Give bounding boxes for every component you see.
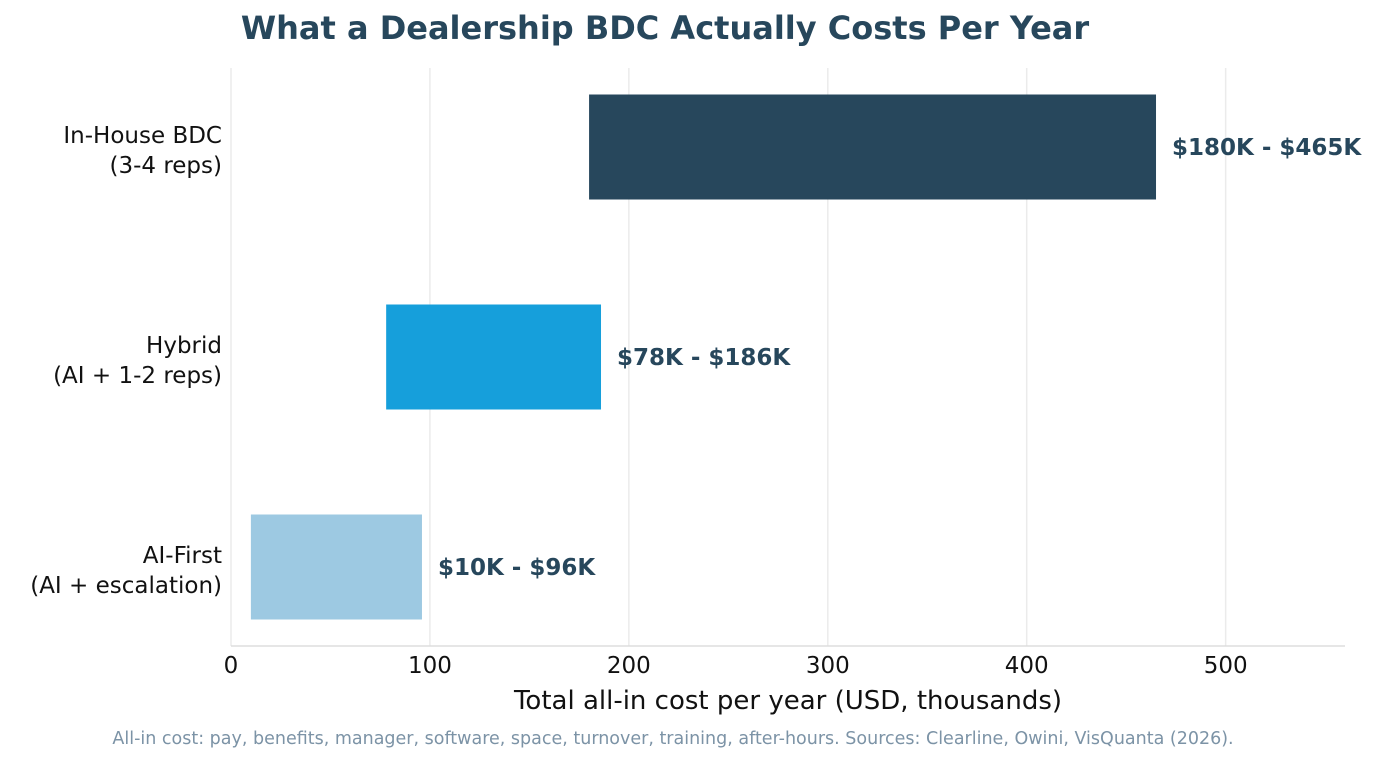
x-tick-label: 400 [1005, 653, 1049, 679]
x-tick-label: 200 [607, 653, 651, 679]
bar [386, 304, 602, 410]
x-tick-label: 300 [806, 653, 850, 679]
y-tick-label: In-House BDC [63, 123, 222, 149]
source-note: All-in cost: pay, benefits, manager, sof… [112, 729, 1233, 749]
y-tick-label: (AI + escalation) [30, 573, 222, 599]
y-tick-label: (3-4 reps) [109, 153, 222, 179]
y-tick-label: (AI + 1-2 reps) [53, 363, 222, 389]
bar-value-label: $10K - $96K [438, 555, 596, 581]
x-tick-label: 100 [408, 653, 452, 679]
bar [589, 94, 1157, 200]
bar-value-label: $180K - $465K [1172, 135, 1362, 161]
y-tick-label: AI-First [143, 543, 222, 569]
bar [250, 514, 422, 620]
x-tick-label: 0 [224, 653, 239, 679]
y-tick-label: Hybrid [146, 333, 222, 359]
x-axis-label: Total all-in cost per year (USD, thousan… [513, 686, 1062, 716]
chart-title: What a Dealership BDC Actually Costs Per… [241, 9, 1090, 47]
x-tick-label: 500 [1204, 653, 1248, 679]
bar-value-label: $78K - $186K [617, 345, 791, 371]
